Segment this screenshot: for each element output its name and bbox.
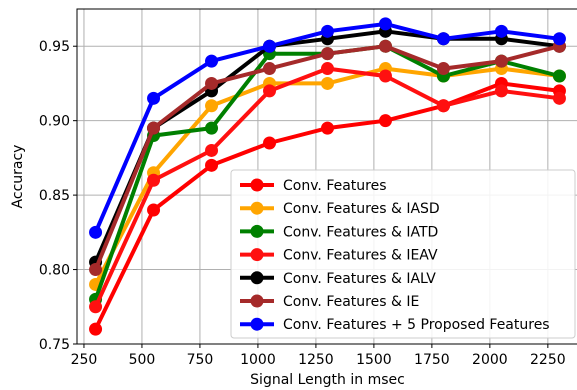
- data-point: [89, 300, 103, 314]
- data-point: [378, 114, 392, 128]
- data-point: [263, 39, 277, 53]
- data-point: [263, 62, 277, 76]
- series-group: [89, 17, 566, 336]
- x-axis-label: Signal Length in msec: [250, 372, 405, 388]
- x-tick-label: 250: [71, 352, 98, 368]
- x-tick-label: 1250: [298, 352, 334, 368]
- legend-label: Conv. Features & IASD: [283, 201, 440, 217]
- legend-entry: Conv. Features + 5 Proposed Features: [240, 317, 550, 333]
- data-point: [205, 158, 219, 172]
- data-point: [263, 84, 277, 98]
- data-point: [494, 84, 508, 98]
- legend-swatch-marker: [250, 317, 264, 331]
- data-point: [205, 143, 219, 157]
- data-point: [552, 32, 566, 46]
- data-point: [321, 24, 334, 38]
- data-point: [205, 76, 219, 90]
- legend: Conv. Features Conv. Features & IASD Conv.…: [230, 169, 576, 339]
- data-point: [378, 69, 392, 83]
- data-point: [321, 121, 334, 135]
- series-6: [89, 17, 566, 239]
- legend-swatch-marker: [250, 224, 264, 238]
- legend-entry: Conv. Features & IALV: [240, 271, 436, 287]
- legend-label: Conv. Features + 5 Proposed Features: [283, 317, 550, 333]
- y-axis-label: Accuracy: [10, 145, 26, 209]
- data-point: [147, 203, 161, 217]
- legend-label: Conv. Features & IATD: [283, 224, 438, 240]
- legend-entry: Conv. Features & IE: [240, 294, 419, 310]
- data-point: [89, 263, 103, 277]
- legend-label: Conv. Features & IEAV: [283, 248, 438, 264]
- legend-swatch-marker: [250, 201, 264, 215]
- data-point: [552, 69, 566, 83]
- x-tick-label: 1000: [240, 352, 276, 368]
- legend-box: [230, 169, 576, 339]
- x-tick-label: 2000: [472, 352, 508, 368]
- y-tick-label: 0.75: [39, 337, 70, 353]
- data-point: [205, 99, 219, 113]
- data-point: [263, 136, 277, 150]
- data-point: [321, 62, 334, 76]
- data-point: [321, 47, 334, 61]
- data-point: [147, 91, 161, 105]
- y-tick-label: 0.95: [39, 39, 70, 55]
- legend-swatch-marker: [250, 271, 264, 285]
- legend-entry: Conv. Features & IATD: [240, 224, 438, 240]
- x-tick-label: 1500: [356, 352, 392, 368]
- data-point: [147, 121, 161, 135]
- x-tick-label: 500: [129, 352, 156, 368]
- series-3: [89, 62, 566, 314]
- data-point: [205, 121, 219, 135]
- legend-swatch-marker: [250, 248, 264, 262]
- data-point: [321, 76, 334, 90]
- y-tick-label: 0.80: [39, 263, 70, 279]
- legend-label: Conv. Features & IALV: [283, 271, 436, 287]
- plot-frame: [76, 8, 577, 345]
- legend-entry: Conv. Features: [240, 178, 387, 194]
- data-point: [89, 225, 103, 239]
- data-point: [147, 173, 161, 187]
- data-point: [378, 39, 392, 53]
- y-tick-label: 0.85: [39, 188, 70, 204]
- legend-label: Conv. Features: [283, 178, 387, 194]
- legend-entry: Conv. Features & IEAV: [240, 248, 438, 264]
- legend-swatch-marker: [250, 178, 264, 192]
- y-tick-label: 0.90: [39, 114, 70, 130]
- data-point: [436, 99, 450, 113]
- x-tick-label: 1750: [414, 352, 450, 368]
- legend-label: Conv. Features & IE: [283, 294, 419, 310]
- legend-entry: Conv. Features & IASD: [240, 201, 440, 217]
- x-tick-label: 750: [187, 352, 214, 368]
- data-point: [436, 32, 450, 46]
- data-point: [205, 54, 219, 68]
- data-point: [378, 17, 392, 31]
- axis-ticks: 250 500 750 1000 1250 1500 1750 2000 2250 0.75 0.8…: [39, 39, 566, 368]
- x-tick-label: 2250: [530, 352, 566, 368]
- data-point: [436, 62, 450, 76]
- series-5: [89, 39, 566, 277]
- data-point: [494, 54, 508, 68]
- data-point: [552, 91, 566, 105]
- data-point: [494, 24, 508, 38]
- data-point: [89, 322, 103, 336]
- legend-swatch-marker: [250, 294, 264, 308]
